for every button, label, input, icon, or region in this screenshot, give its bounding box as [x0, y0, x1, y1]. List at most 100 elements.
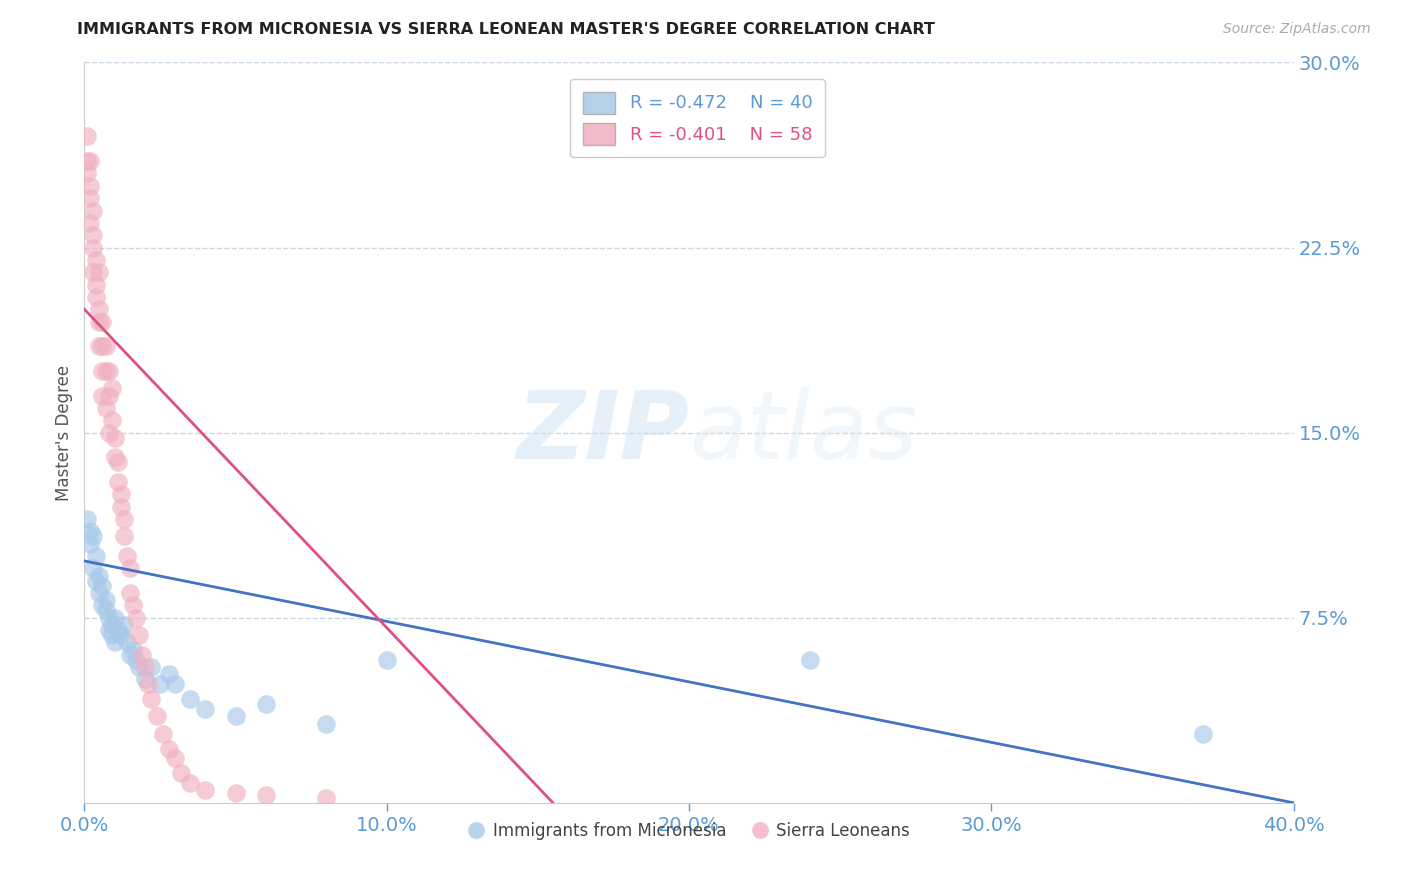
Point	[134, 660, 156, 674]
Point	[79, 536, 101, 550]
Point	[110, 487, 132, 501]
Point	[82, 228, 104, 243]
Point	[86, 574, 108, 588]
Point	[100, 381, 122, 395]
Point	[94, 364, 117, 378]
Point	[194, 783, 217, 797]
Point	[112, 512, 135, 526]
Point	[118, 586, 141, 600]
Point	[79, 191, 101, 205]
Point	[107, 455, 129, 469]
Point	[89, 339, 111, 353]
Point	[136, 677, 159, 691]
Point	[225, 709, 247, 723]
Point	[139, 660, 162, 674]
Point	[375, 653, 398, 667]
Point	[91, 388, 114, 402]
Point	[86, 290, 108, 304]
Point	[82, 265, 104, 279]
Point	[315, 790, 337, 805]
Point	[1192, 727, 1215, 741]
Point	[110, 500, 132, 514]
Point	[100, 628, 122, 642]
Point	[76, 129, 98, 144]
Legend: Immigrants from Micronesia, Sierra Leoneans: Immigrants from Micronesia, Sierra Leone…	[461, 815, 917, 847]
Point	[94, 593, 117, 607]
Point	[121, 642, 143, 657]
Point	[115, 549, 138, 563]
Point	[149, 677, 172, 691]
Point	[82, 240, 104, 255]
Point	[82, 203, 104, 218]
Point	[225, 786, 247, 800]
Point	[76, 512, 98, 526]
Point	[104, 610, 127, 624]
Point	[115, 635, 138, 649]
Point	[157, 667, 180, 681]
Point	[89, 568, 111, 582]
Point	[94, 339, 117, 353]
Point	[146, 709, 169, 723]
Point	[76, 166, 98, 180]
Point	[91, 314, 114, 328]
Point	[165, 751, 187, 765]
Point	[100, 413, 122, 427]
Point	[79, 216, 101, 230]
Point	[157, 741, 180, 756]
Point	[152, 727, 174, 741]
Point	[82, 561, 104, 575]
Point	[799, 653, 821, 667]
Point	[112, 618, 135, 632]
Point	[79, 178, 101, 193]
Point	[97, 610, 120, 624]
Point	[104, 431, 127, 445]
Point	[91, 579, 114, 593]
Point	[94, 603, 117, 617]
Point	[131, 648, 153, 662]
Point	[91, 599, 114, 613]
Point	[97, 425, 120, 440]
Point	[139, 692, 162, 706]
Point	[82, 529, 104, 543]
Point	[254, 789, 277, 803]
Point	[179, 776, 201, 790]
Point	[97, 364, 120, 378]
Point	[89, 314, 111, 328]
Point	[89, 265, 111, 279]
Point	[112, 529, 135, 543]
Point	[118, 648, 141, 662]
Point	[107, 475, 129, 489]
Point	[97, 388, 120, 402]
Point	[94, 401, 117, 415]
Point	[118, 561, 141, 575]
Point	[194, 702, 217, 716]
Point	[134, 673, 156, 687]
Point	[128, 660, 150, 674]
Point	[110, 628, 132, 642]
Text: ZIP: ZIP	[516, 386, 689, 479]
Point	[104, 635, 127, 649]
Point	[165, 677, 187, 691]
Point	[125, 610, 148, 624]
Point	[89, 586, 111, 600]
Point	[91, 339, 114, 353]
Point	[315, 716, 337, 731]
Point	[79, 154, 101, 169]
Point	[86, 549, 108, 563]
Point	[107, 623, 129, 637]
Point	[121, 599, 143, 613]
Point	[97, 623, 120, 637]
Point	[125, 653, 148, 667]
Point	[104, 450, 127, 465]
Point	[89, 302, 111, 317]
Point	[79, 524, 101, 539]
Point	[254, 697, 277, 711]
Point	[170, 766, 193, 780]
Text: Source: ZipAtlas.com: Source: ZipAtlas.com	[1223, 22, 1371, 37]
Point	[76, 154, 98, 169]
Point	[179, 692, 201, 706]
Point	[91, 364, 114, 378]
Text: IMMIGRANTS FROM MICRONESIA VS SIERRA LEONEAN MASTER'S DEGREE CORRELATION CHART: IMMIGRANTS FROM MICRONESIA VS SIERRA LEO…	[77, 22, 935, 37]
Point	[100, 618, 122, 632]
Point	[128, 628, 150, 642]
